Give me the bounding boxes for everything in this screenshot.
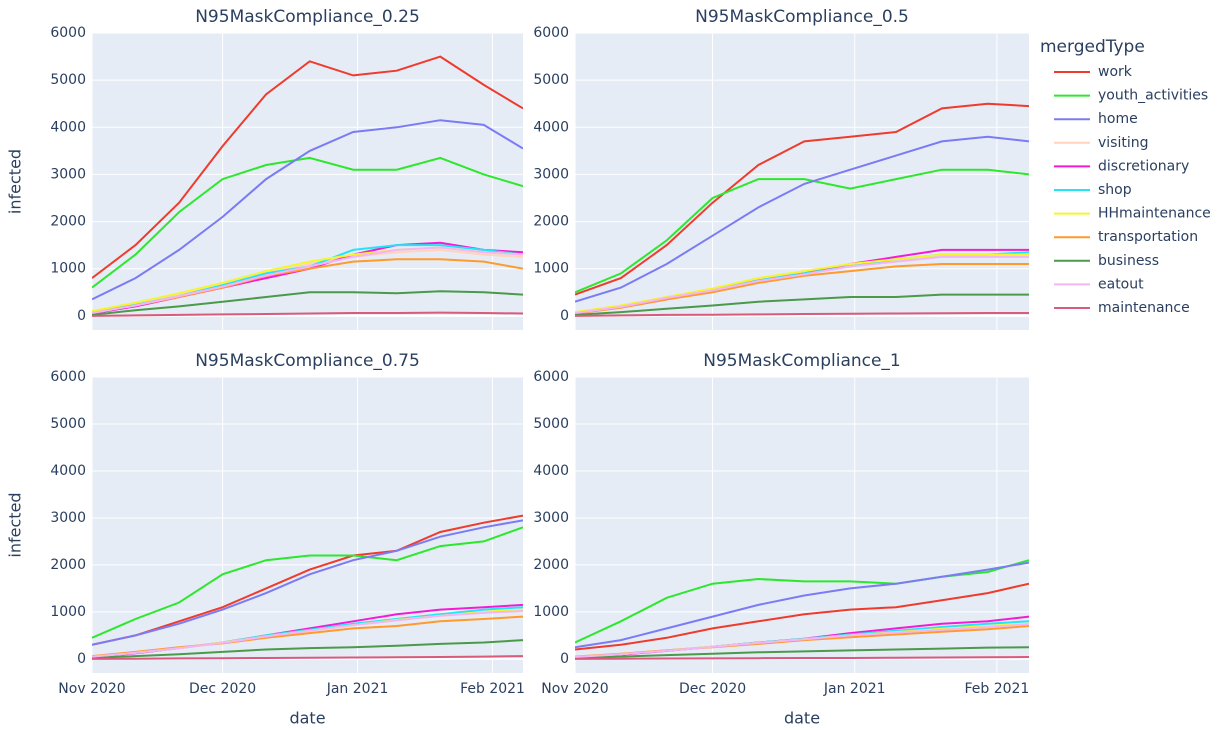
series-line [92, 156, 523, 289]
series-line [92, 655, 523, 660]
subplot-title: N95MaskCompliance_1 [703, 351, 901, 371]
x-tick-label: Jan 2021 [823, 681, 886, 697]
series-line [92, 639, 523, 659]
y-tick-label: 0 [560, 651, 569, 667]
series-line [575, 293, 1029, 316]
series-line [575, 263, 1029, 315]
y-tick-label: 4000 [50, 463, 86, 479]
legend-label: shop [1098, 182, 1132, 198]
series-line [575, 135, 1029, 303]
x-axis-label: date [784, 709, 820, 728]
x-tick-label: Feb 2021 [460, 681, 525, 697]
legend-label: business [1098, 253, 1159, 269]
legend-label: work [1098, 64, 1133, 80]
series-line [92, 55, 523, 279]
legend-label: maintenance [1098, 300, 1190, 316]
series-line [575, 623, 1029, 658]
plot-area [575, 33, 1029, 330]
subplot-title: N95MaskCompliance_0.5 [695, 7, 909, 27]
x-tick-label: Jan 2021 [326, 681, 389, 697]
y-axis-label: infected [6, 149, 25, 214]
legend-label: home [1098, 111, 1138, 127]
y-tick-label: 2000 [533, 557, 569, 573]
y-tick-label: 3000 [533, 166, 569, 182]
x-tick-label: Dec 2020 [679, 681, 746, 697]
x-tick-label: Nov 2020 [58, 681, 125, 697]
y-tick-label: 2000 [50, 557, 86, 573]
x-axis-label: date [289, 709, 325, 728]
y-tick-label: 1000 [533, 261, 569, 277]
x-tick-label: Dec 2020 [189, 681, 256, 697]
y-tick-label: 5000 [50, 416, 86, 432]
series-line [92, 514, 523, 646]
series-line [92, 246, 523, 314]
series-line [92, 526, 523, 639]
x-tick-label: Feb 2021 [964, 681, 1029, 697]
y-tick-label: 4000 [50, 119, 86, 135]
legend-label: transportation [1098, 229, 1198, 245]
y-tick-label: 3000 [50, 166, 86, 182]
y-tick-label: 2000 [50, 214, 86, 230]
series-line [575, 255, 1029, 314]
series-line [575, 253, 1029, 314]
series-line [92, 119, 523, 301]
subplot-title: N95MaskCompliance_0.25 [195, 7, 420, 27]
y-tick-label: 6000 [50, 25, 86, 41]
y-tick-label: 5000 [533, 72, 569, 88]
y-tick-label: 2000 [533, 214, 569, 230]
y-tick-label: 5000 [50, 72, 86, 88]
y-tick-label: 0 [77, 308, 86, 324]
y-tick-label: 1000 [50, 604, 86, 620]
y-tick-label: 5000 [533, 416, 569, 432]
series-line [575, 656, 1029, 660]
y-tick-label: 6000 [50, 369, 86, 385]
y-tick-label: 1000 [50, 261, 86, 277]
y-tick-label: 0 [560, 308, 569, 324]
y-axis-label: infected [6, 492, 25, 557]
series-line [92, 248, 523, 313]
series-line [92, 311, 523, 317]
series-line [92, 290, 523, 316]
series-line [575, 312, 1029, 317]
series-line [575, 168, 1029, 294]
y-tick-label: 3000 [50, 510, 86, 526]
y-tick-label: 4000 [533, 119, 569, 135]
legend-label: visiting [1098, 135, 1149, 151]
x-tick-label: Nov 2020 [541, 681, 608, 697]
legend-label: eatout [1098, 276, 1144, 292]
series-line [92, 610, 523, 658]
series-line [575, 646, 1029, 659]
plot-area [92, 377, 523, 673]
y-tick-label: 6000 [533, 369, 569, 385]
legend-label: youth_activities [1098, 88, 1208, 104]
y-tick-label: 6000 [533, 25, 569, 41]
series-line [575, 102, 1029, 296]
plot-area [92, 33, 523, 330]
y-tick-label: 4000 [533, 463, 569, 479]
legend-label: discretionary [1098, 158, 1189, 174]
y-tick-label: 3000 [533, 510, 569, 526]
series-line [92, 519, 523, 646]
y-tick-label: 0 [77, 651, 86, 667]
subplot-title: N95MaskCompliance_0.75 [195, 351, 420, 371]
legend-title: mergedType [1040, 37, 1145, 57]
series-line [575, 561, 1029, 649]
series-line [575, 582, 1029, 651]
legend-label: HHmaintenance [1098, 206, 1211, 222]
y-tick-label: 1000 [533, 604, 569, 620]
